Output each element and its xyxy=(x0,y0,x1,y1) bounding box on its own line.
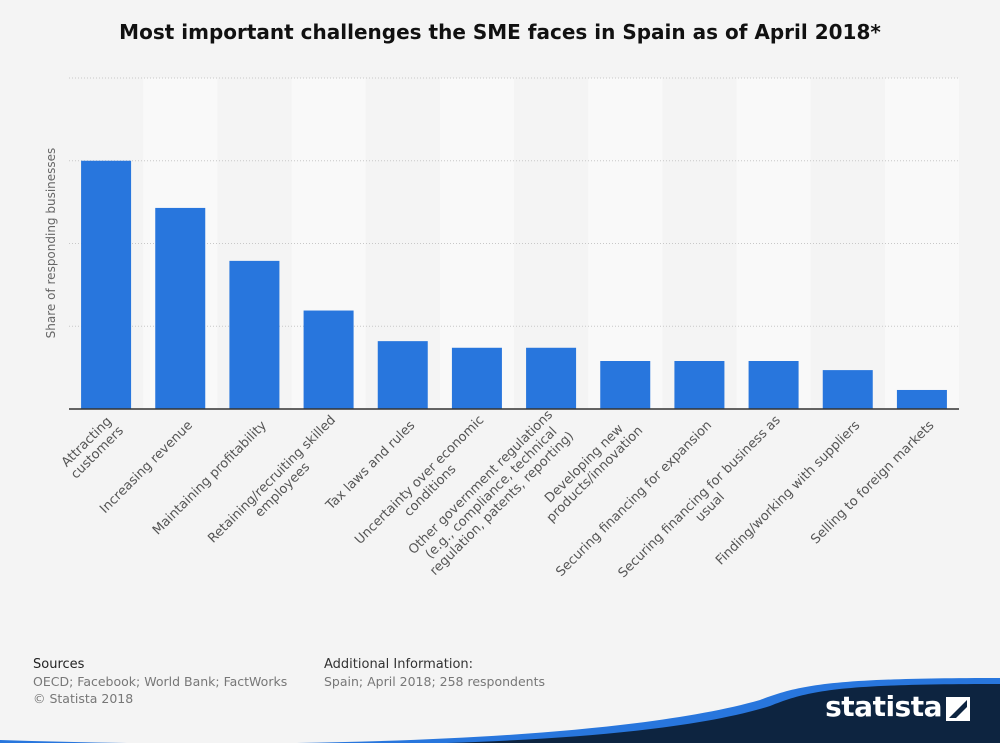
sources-heading: Sources xyxy=(33,657,85,672)
brand-wave xyxy=(0,678,1000,743)
bar xyxy=(822,370,873,409)
bar xyxy=(81,160,132,409)
additional-info-text: Spain; April 2018; 258 respondents xyxy=(324,674,546,689)
statista-logo-icon xyxy=(946,697,970,721)
x-tick-label: Selling to foreign markets xyxy=(808,418,937,547)
additional-info-block: Additional Information: Spain; April 201… xyxy=(324,657,545,689)
bar xyxy=(674,361,725,409)
x-tick-label: Retaining/recruiting skilledemployees xyxy=(205,413,349,557)
sources-block: Sources OECD; Facebook; World Bank; Fact… xyxy=(33,657,287,706)
bar xyxy=(377,341,428,409)
sources-text[interactable]: OECD; Facebook; World Bank; FactWorks xyxy=(33,674,288,689)
bar xyxy=(748,361,799,409)
brand-footer: statista xyxy=(0,660,1000,743)
bar xyxy=(526,347,577,409)
statista-logo[interactable]: statista xyxy=(825,690,942,723)
bar xyxy=(229,260,280,409)
bar xyxy=(303,310,354,409)
bar xyxy=(155,207,206,409)
chart-title: Most important challenges the SME faces … xyxy=(119,20,881,44)
bar xyxy=(451,347,502,409)
x-tick-label: Finding/working with suppliers xyxy=(713,418,863,568)
additional-info-heading: Additional Information: xyxy=(324,657,474,672)
copyright-text: © Statista 2018 xyxy=(33,691,134,706)
x-tick-label: Attractingcustomers xyxy=(58,413,127,482)
bar xyxy=(600,361,651,409)
bar xyxy=(896,389,947,409)
